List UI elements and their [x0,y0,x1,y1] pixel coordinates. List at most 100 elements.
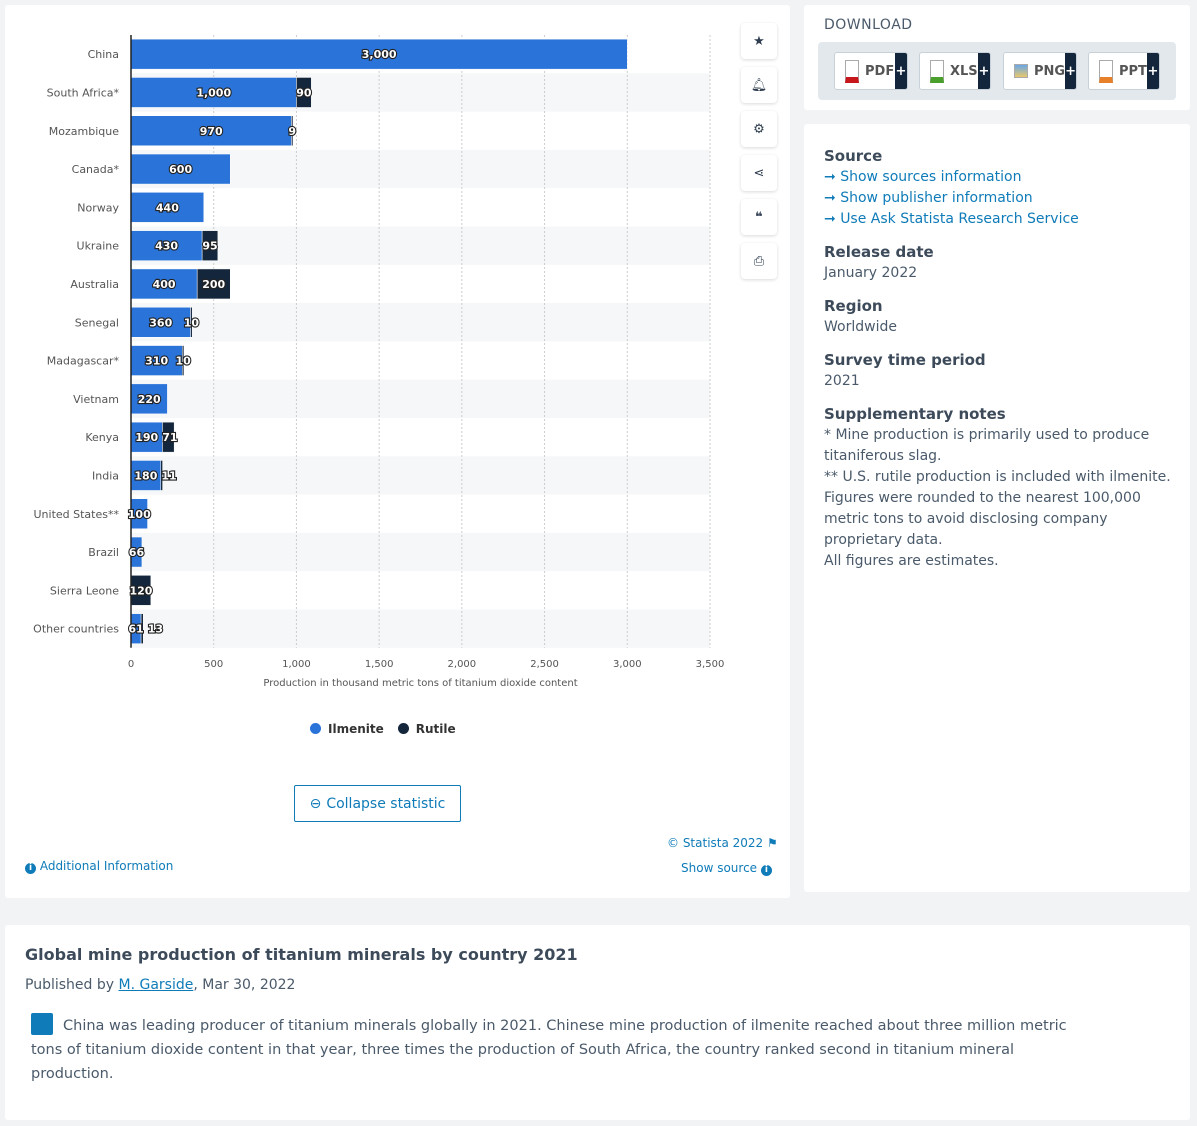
download-xls-button[interactable]: XLS + [919,52,991,90]
show-publisher-link[interactable]: ➞ Show publisher information [824,190,1033,206]
show-source-link[interactable]: Show source i [681,861,772,876]
bar-rutile [182,345,185,376]
download-title: DOWNLOAD [824,17,913,33]
data-label: 66 [129,546,145,559]
plus-icon[interactable]: + [895,53,907,89]
ask-statista-link[interactable]: ➞ Use Ask Statista Research Service [824,211,1079,227]
legend-label: Ilmenite [328,722,384,736]
legend-label: Rutile [415,722,456,736]
category-label: Mozambique [49,125,119,138]
statistic-title: Global mine production of titanium miner… [25,945,578,964]
copyright-link[interactable]: © Statista 2022 ⚑ [667,836,778,850]
x-tick-label: 1,000 [282,659,311,670]
data-label: 13 [148,623,163,636]
bar-rutile [201,230,219,261]
row-band [131,532,710,572]
x-tick-label: 1,500 [365,659,394,670]
region-title: Region [824,297,883,315]
x-tick-label: 500 [204,659,223,670]
category-label: Australia [70,278,119,291]
legend-item-rutile[interactable]: Rutile [397,722,456,736]
row-band [131,226,710,265]
published-date: , Mar 30, 2022 [193,977,296,993]
data-label: 11 [161,469,176,482]
category-label: Senegal [75,316,119,329]
download-png-button[interactable]: PNG + [1003,52,1077,90]
category-label: Canada* [72,163,120,176]
link-label: Show sources information [840,169,1022,185]
data-label: 600 [169,163,192,176]
ppt-label: PPT [1119,63,1147,79]
png-icon [1014,64,1029,78]
category-label: Norway [77,201,119,214]
show-source-label: Show source [681,861,758,875]
show-sources-link[interactable]: ➞ Show sources information [824,169,1022,185]
data-label: 3,000 [362,48,397,61]
category-label: Sierra Leone [50,584,119,597]
x-tick-label: 2,000 [448,659,477,670]
data-label: 95 [202,240,217,253]
note: All figures are estimates. [824,553,999,569]
row-band [131,609,710,648]
category-label: Ukraine [77,240,120,253]
data-label: 90 [296,86,312,99]
bar-ilmenite [130,153,231,185]
published-prefix: Published by [25,977,119,993]
data-label: 10 [184,316,200,329]
period-title: Survey time period [824,351,986,369]
release-value: January 2022 [824,265,918,281]
png-label: PNG [1034,63,1066,79]
data-label: 10 [175,355,191,368]
download-ppt-button[interactable]: PPT + [1088,52,1160,90]
bar-ilmenite [130,115,292,146]
bar-rutile [190,307,193,338]
data-label: 9 [288,125,296,138]
download-bar: PDF + XLS + PNG + PPT + [818,42,1176,100]
plus-icon[interactable]: + [1147,53,1159,89]
note: * Mine production is primarily used to p… [824,427,1150,464]
info-icon: i [760,865,772,876]
bar-ilmenite [130,192,205,223]
bar-rutile [160,460,163,491]
published-by: Published by M. Garside, Mar 30, 2022 [25,977,295,993]
print-icon[interactable]: ⎙ [741,243,777,279]
period-value: 2021 [824,373,860,389]
region-value: Worldwide [824,319,897,335]
info-icon: i [25,863,36,874]
x-tick-label: 2,500 [530,659,559,670]
data-label: 190 [135,431,158,444]
data-label: 120 [129,584,152,597]
legend-item-ilmenite[interactable]: Ilmenite [310,722,384,736]
category-label: China [88,48,119,61]
data-label: 400 [153,278,176,291]
details-block: Source ➞ Show sources information ➞ Show… [824,140,1174,572]
bar-chart-icon [31,1013,53,1035]
plus-icon[interactable]: + [1065,53,1076,89]
category-label: Brazil [88,546,119,559]
x-tick-label: 3,500 [696,659,725,670]
author-link[interactable]: M. Garside [118,977,194,993]
bell-icon[interactable]: 🔔︎ [741,67,777,103]
star-icon[interactable]: ★ [741,23,777,59]
download-pdf-button[interactable]: PDF + [834,52,908,90]
x-axis-label: Production in thousand metric tons of ti… [263,678,577,689]
notes-title: Supplementary notes [824,405,1006,423]
release-title: Release date [824,243,934,261]
bar-chart: 0 500 1,000 1,500 2,000 2,500 3,000 3,500 Produc… [33,35,725,689]
collapse-statistic-button[interactable]: ⊖ Collapse statistic [294,785,461,822]
plus-icon[interactable]: + [978,53,990,89]
quote-icon[interactable]: ❝ [741,199,777,235]
share-icon[interactable]: ⋖ [741,155,777,191]
xls-icon [930,59,944,83]
x-tick-label: 0 [128,659,134,670]
bar-ilmenite [130,77,297,108]
additional-information-link[interactable]: i Additional Information [25,859,173,874]
gear-icon[interactable]: ⚙ [741,111,777,147]
bar-ilmenite [130,268,198,300]
bar-ilmenite [130,421,163,453]
data-label: 430 [155,240,178,253]
bar-rutile [291,115,294,146]
x-tick-label: 3,000 [613,659,642,670]
category-label: Other countries [33,623,119,636]
data-label: 970 [200,125,223,138]
